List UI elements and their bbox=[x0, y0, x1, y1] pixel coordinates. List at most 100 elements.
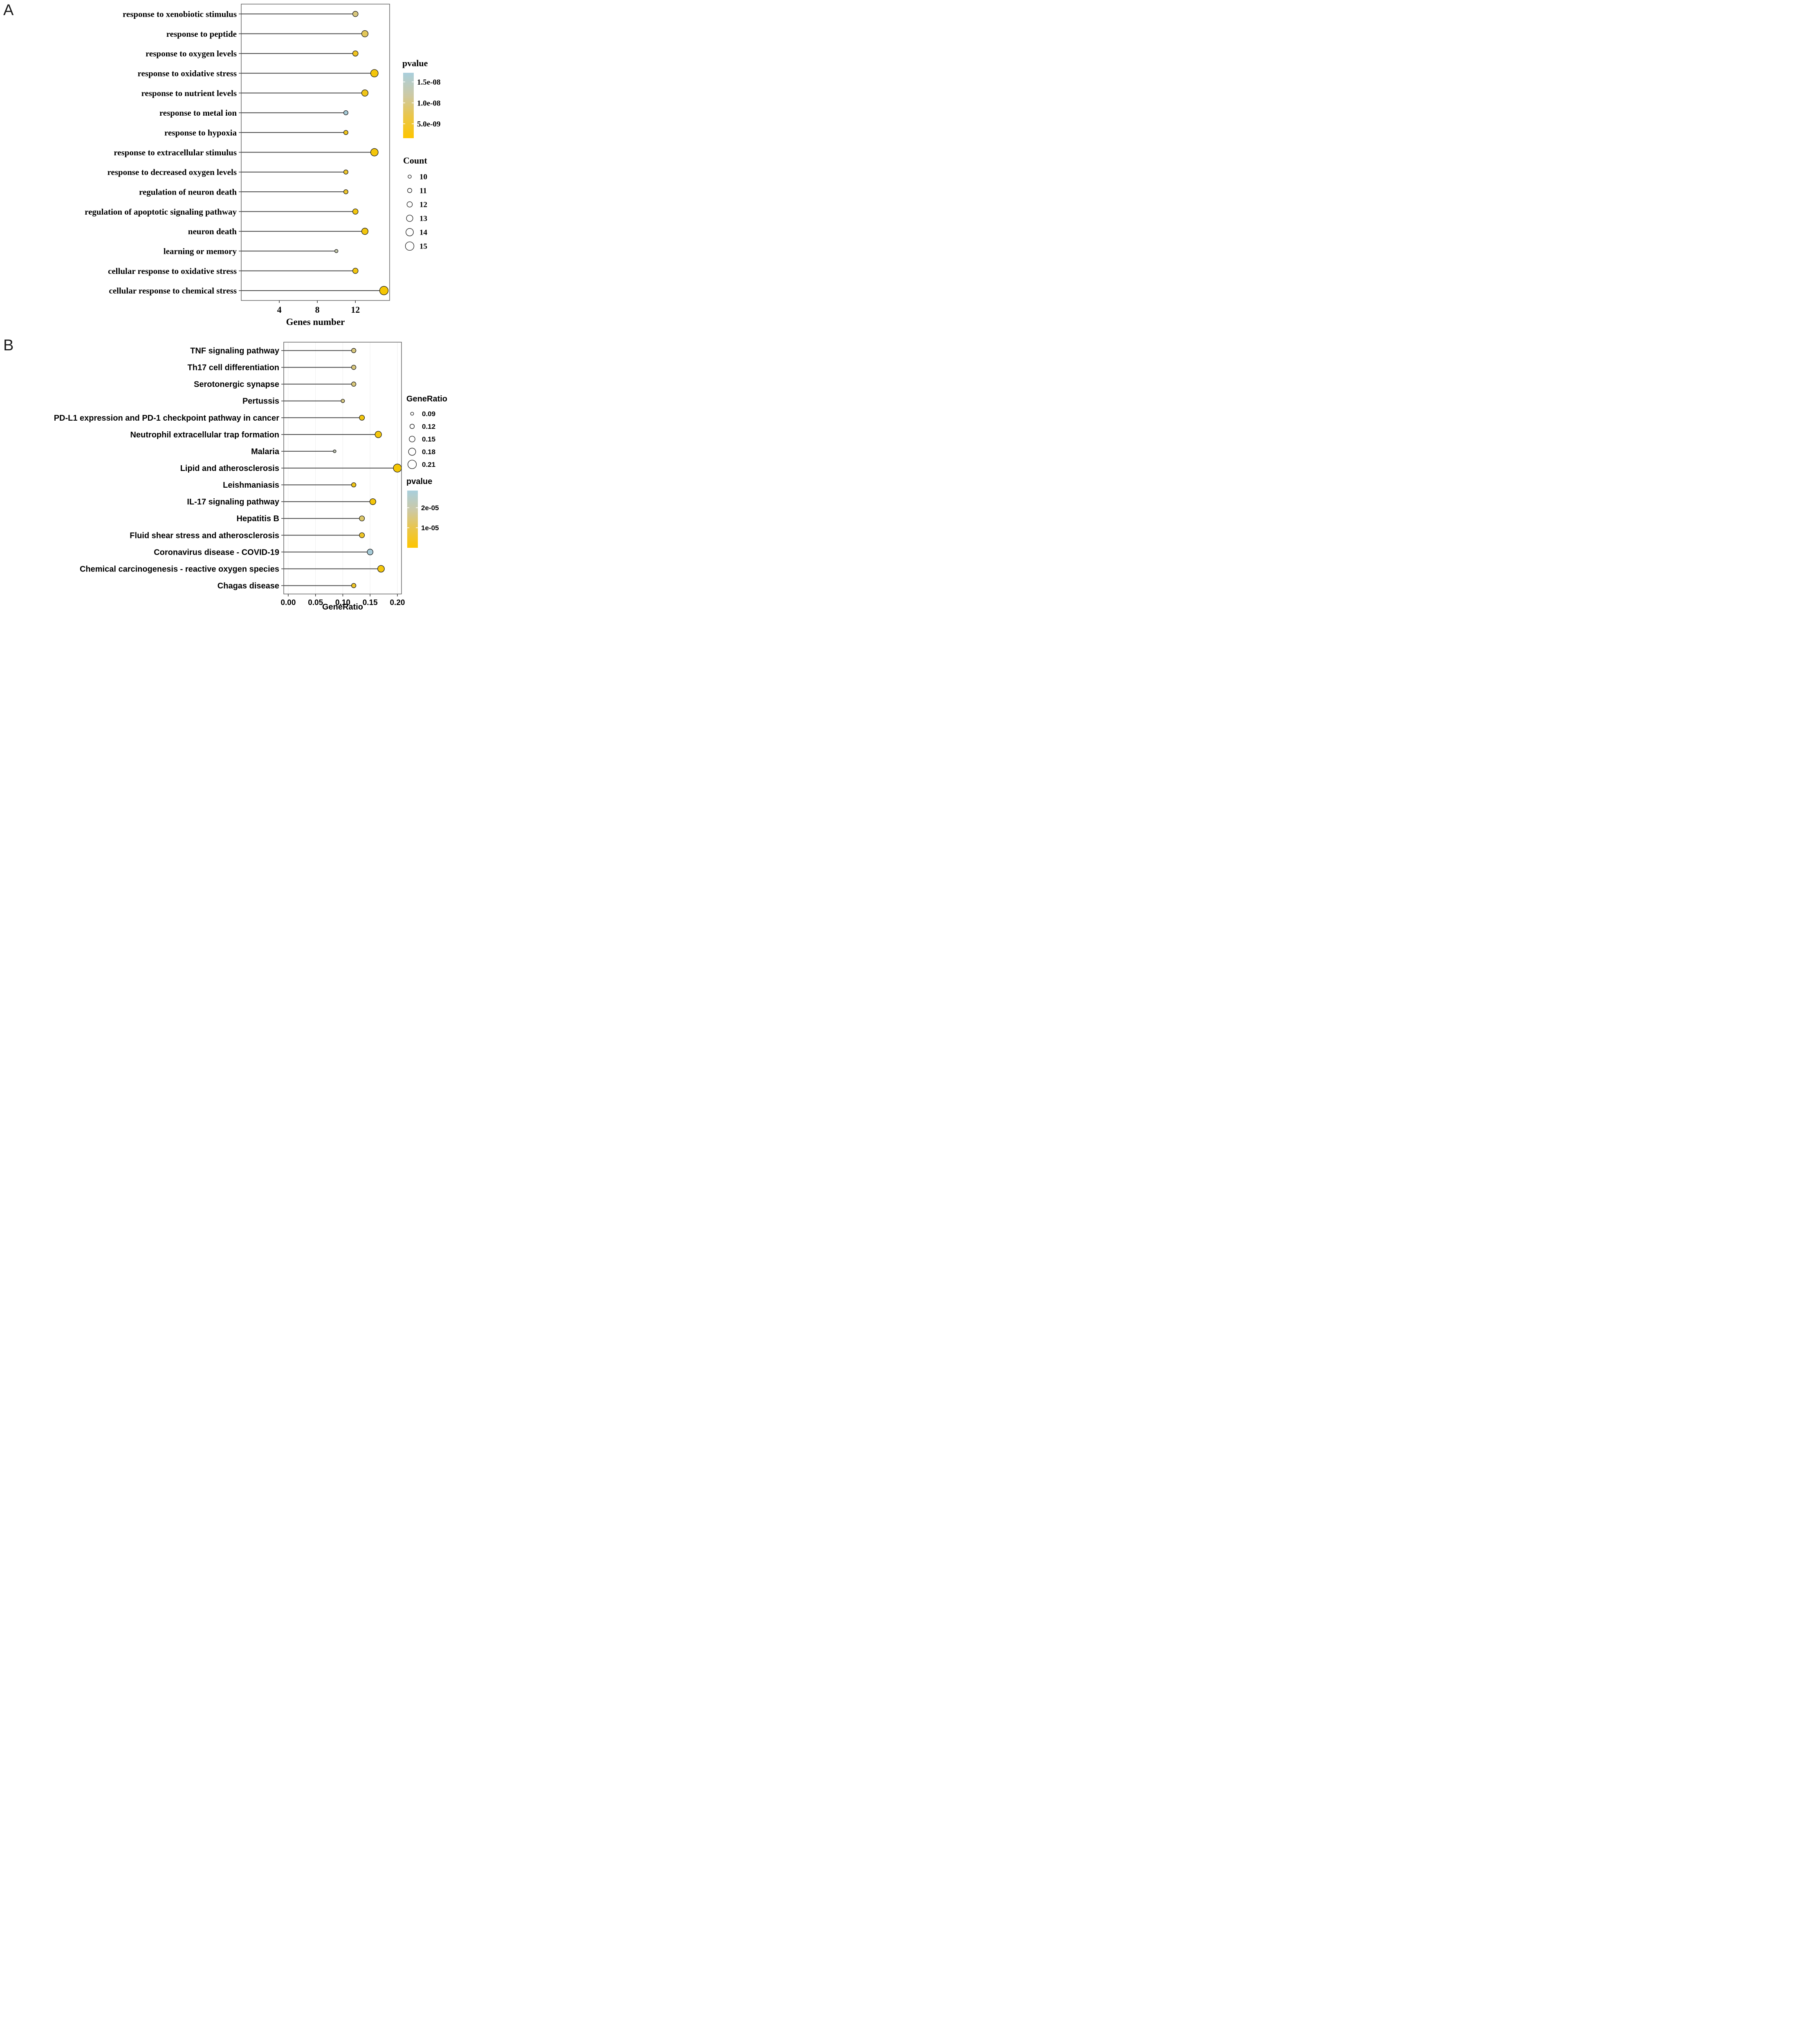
legend-size-label: 13 bbox=[419, 215, 427, 223]
data-point bbox=[361, 30, 369, 38]
data-point bbox=[351, 482, 357, 488]
category-label: Serotonergic synapse bbox=[194, 380, 279, 389]
category-label: Lipid and atherosclerosis bbox=[180, 464, 279, 473]
legend-size-circle bbox=[406, 215, 413, 222]
category-label: cellular response to chemical stress bbox=[109, 286, 237, 296]
x-tick-label: 12 bbox=[351, 305, 360, 315]
x-tick-label: 0.15 bbox=[363, 598, 378, 607]
legend-size-circle bbox=[409, 424, 415, 429]
category-label: response to xenobiotic stimulus bbox=[123, 9, 237, 19]
data-point bbox=[359, 515, 365, 522]
data-point bbox=[393, 464, 402, 473]
data-point bbox=[351, 365, 357, 370]
colorbar-tick-label: 1.5e-08 bbox=[417, 78, 441, 87]
x-tick-label: 0.00 bbox=[280, 598, 296, 607]
legend-size-circle bbox=[407, 188, 412, 193]
category-label: Pertussis bbox=[242, 397, 279, 406]
data-point bbox=[375, 431, 382, 438]
data-point bbox=[369, 498, 376, 505]
data-point bbox=[333, 449, 336, 453]
category-label: learning or memory bbox=[164, 247, 237, 256]
data-point bbox=[343, 130, 348, 135]
category-label: Leishmaniasis bbox=[223, 481, 279, 490]
x-tick-label: 4 bbox=[277, 305, 282, 315]
colorbar-tick-label: 1.0e-08 bbox=[417, 99, 441, 108]
category-label: TNF signaling pathway bbox=[190, 347, 280, 356]
x-axis-title: Genes number bbox=[286, 317, 345, 327]
data-point bbox=[352, 268, 359, 274]
category-label: response to metal ion bbox=[159, 108, 237, 118]
pvalue-legend-title: pvalue bbox=[406, 477, 432, 486]
legend-size-label: 11 bbox=[419, 187, 427, 195]
data-point bbox=[352, 11, 359, 17]
data-point bbox=[343, 169, 348, 175]
category-label: response to extracellular stimulus bbox=[114, 148, 237, 157]
category-label: Neutrophil extracellular trap formation bbox=[130, 430, 279, 439]
plot-panel-border bbox=[241, 4, 390, 301]
category-label: response to oxidative stress bbox=[138, 69, 237, 78]
figure-root: A B 4 8 12 Genes number response to xenobiot… bbox=[0, 0, 450, 611]
data-point bbox=[370, 69, 379, 78]
data-point bbox=[359, 532, 365, 538]
data-point bbox=[377, 565, 385, 573]
data-point bbox=[367, 549, 374, 556]
category-label: Chemical carcinogenesis - reactive oxyge… bbox=[80, 565, 279, 574]
data-point bbox=[370, 148, 379, 157]
legend-size-circle bbox=[408, 448, 416, 456]
legend-size-label: 0.18 bbox=[422, 448, 435, 456]
panel-b-label: B bbox=[3, 337, 14, 354]
pvalue-legend-title: pvalue bbox=[402, 58, 428, 68]
legend-size-label: 0.12 bbox=[422, 423, 435, 430]
legend-size-label: 0.21 bbox=[422, 461, 435, 468]
category-label: Fluid shear stress and atherosclerosis bbox=[130, 531, 279, 540]
colorbar-tick-label: 5.0e-09 bbox=[417, 120, 441, 128]
pvalue-colorbar bbox=[403, 73, 414, 138]
data-point bbox=[351, 583, 357, 588]
category-label: Malaria bbox=[251, 447, 280, 456]
panel-a-chart: 4 8 12 Genes number response to xenobiotic s… bbox=[85, 4, 441, 327]
legend-size-label: 14 bbox=[419, 229, 428, 237]
legend-size-circle bbox=[410, 412, 414, 416]
legend-size-label: 0.09 bbox=[422, 410, 435, 418]
category-label: Hepatitis B bbox=[237, 514, 279, 523]
legend-size-label: 15 bbox=[419, 242, 427, 251]
data-point bbox=[351, 381, 357, 387]
category-label: regulation of apoptotic signaling pathwa… bbox=[85, 207, 237, 217]
category-label: cellular response to oxidative stress bbox=[108, 266, 237, 276]
legend-size-label: 0.15 bbox=[422, 435, 435, 443]
plot-panel-border bbox=[283, 342, 402, 594]
x-tick-label: 8 bbox=[315, 305, 320, 315]
category-label: Chagas disease bbox=[218, 581, 279, 590]
category-label: IL-17 signaling pathway bbox=[187, 498, 279, 507]
pvalue-colorbar bbox=[407, 491, 418, 548]
colorbar-tick-label: 1e-05 bbox=[421, 524, 439, 532]
legend-size-label: 12 bbox=[419, 201, 427, 209]
legend-size-circle bbox=[406, 201, 413, 208]
legend-size-circle bbox=[408, 175, 412, 179]
data-point bbox=[334, 249, 339, 253]
data-point bbox=[361, 228, 369, 235]
legend-size-label: 10 bbox=[419, 173, 427, 182]
category-label: response to nutrient levels bbox=[141, 88, 237, 98]
category-label: Coronavirus disease - COVID-19 bbox=[154, 548, 279, 557]
panel-b-chart: 0.00 0.05 0.10 0.15 0.20 GeneRatio TNF signali… bbox=[54, 342, 447, 611]
category-label: neuron death bbox=[188, 226, 237, 236]
legend-size-circle bbox=[407, 459, 417, 469]
category-label: response to hypoxia bbox=[164, 128, 237, 138]
colorbar-tick-label: 2e-05 bbox=[421, 504, 439, 512]
data-point bbox=[341, 399, 345, 403]
data-point bbox=[361, 89, 369, 97]
data-point bbox=[359, 415, 365, 421]
x-tick-label: 0.20 bbox=[390, 598, 405, 607]
x-tick-label: 0.05 bbox=[308, 598, 323, 607]
legend-size-circle bbox=[406, 228, 414, 236]
category-label: response to peptide bbox=[166, 29, 237, 39]
size-legend-title: Count bbox=[403, 155, 427, 166]
data-point bbox=[351, 348, 357, 353]
category-label: response to decreased oxygen levels bbox=[107, 167, 237, 177]
data-point bbox=[379, 286, 389, 295]
panel-a-label: A bbox=[3, 2, 14, 19]
data-point bbox=[343, 189, 348, 195]
category-label: regulation of neuron death bbox=[139, 187, 237, 197]
data-point bbox=[352, 50, 359, 57]
